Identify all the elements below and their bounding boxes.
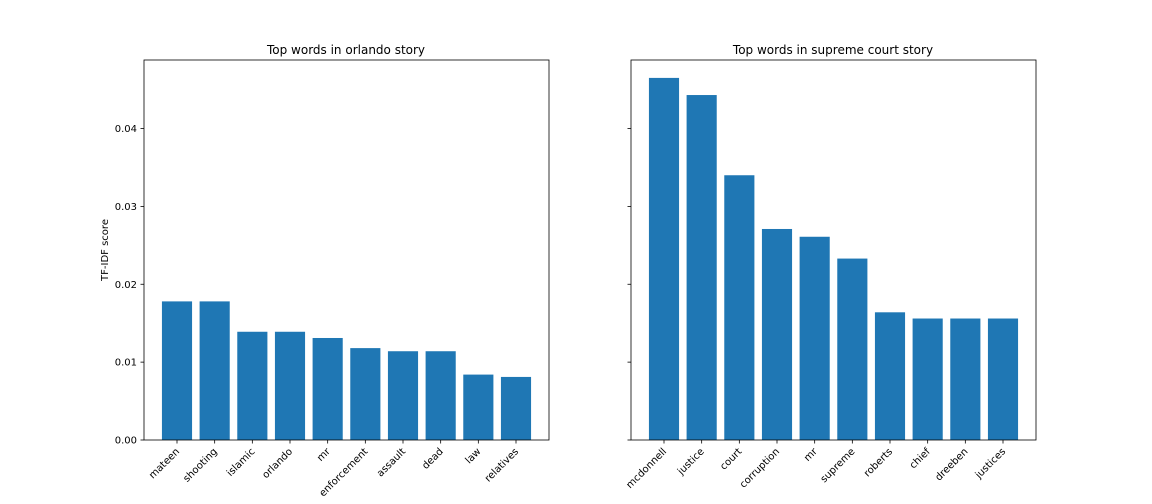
bar-justices [987, 318, 1019, 440]
x-tick-label: chief [908, 446, 933, 471]
x-tick-label: assault [375, 446, 408, 479]
bar-orlando [274, 331, 306, 440]
x-ticks: mateen shooting islamic orlando mrenforcemen… [147, 440, 521, 499]
x-tick-label: mateen [147, 446, 182, 481]
bar-mr [799, 236, 830, 440]
bars [648, 77, 1019, 440]
bar-mr [312, 337, 343, 440]
x-tick-label: roberts [862, 446, 895, 479]
y-tick-label: 0.04 [115, 124, 137, 135]
plot-frame [143, 59, 550, 441]
subplot-supreme-court: Top words in supreme court story mcdonne… [625, 43, 1037, 491]
y-ticks [627, 128, 631, 441]
bar-relatives [500, 376, 532, 440]
y-ticks: 0.00 0.01 0.02 0.03 0.04 [115, 124, 144, 447]
x-tick-label: relatives [483, 446, 521, 484]
bar-dead [425, 351, 456, 440]
x-tick-label: corruption [738, 446, 782, 490]
bar-enforcement [350, 348, 381, 440]
y-tick-label: 0.00 [115, 436, 137, 447]
x-tick-label: islamic [225, 446, 257, 478]
y-tick-label: 0.02 [115, 280, 137, 291]
x-tick-label: law [464, 446, 484, 466]
y-axis-label: TF-IDF score [100, 219, 111, 282]
bar-corruption [761, 228, 793, 440]
bar-chief [912, 318, 943, 440]
chart-title: Top words in orlando story [266, 43, 425, 57]
plot-frame [630, 59, 1037, 441]
x-tick-label: justices [973, 446, 1008, 481]
bar-mateen [161, 301, 193, 440]
x-tick-label: shooting [181, 446, 219, 484]
bar-assault [387, 351, 419, 440]
x-tick-label: dead [420, 446, 445, 471]
x-tick-label: supreme [819, 446, 858, 485]
bar-dreeben [950, 318, 981, 440]
bar-mcdonnell [648, 77, 680, 440]
x-tick-label: justice [675, 446, 707, 478]
y-tick-label: 0.03 [115, 202, 137, 213]
bar-justice [686, 95, 717, 440]
x-tick-label: mr [315, 446, 333, 464]
y-tick-label: 0.01 [115, 358, 137, 369]
bar-islamic [237, 331, 268, 440]
bars [161, 301, 532, 440]
bar-roberts [874, 312, 906, 440]
bar-shooting [199, 301, 230, 440]
x-tick-label: dreeben [933, 446, 970, 483]
x-tick-label: court [718, 446, 744, 472]
x-tick-label: mr [802, 446, 820, 464]
x-tick-label: mcdonnell [625, 446, 670, 491]
subplot-orlando: Top words in orlando story TF-IDF score … [100, 43, 550, 499]
x-tick-label: orlando [261, 446, 296, 481]
chart-title: Top words in supreme court story [732, 43, 933, 57]
bar-law [463, 374, 494, 440]
bar-court [724, 175, 755, 440]
bar-supreme [837, 258, 868, 440]
